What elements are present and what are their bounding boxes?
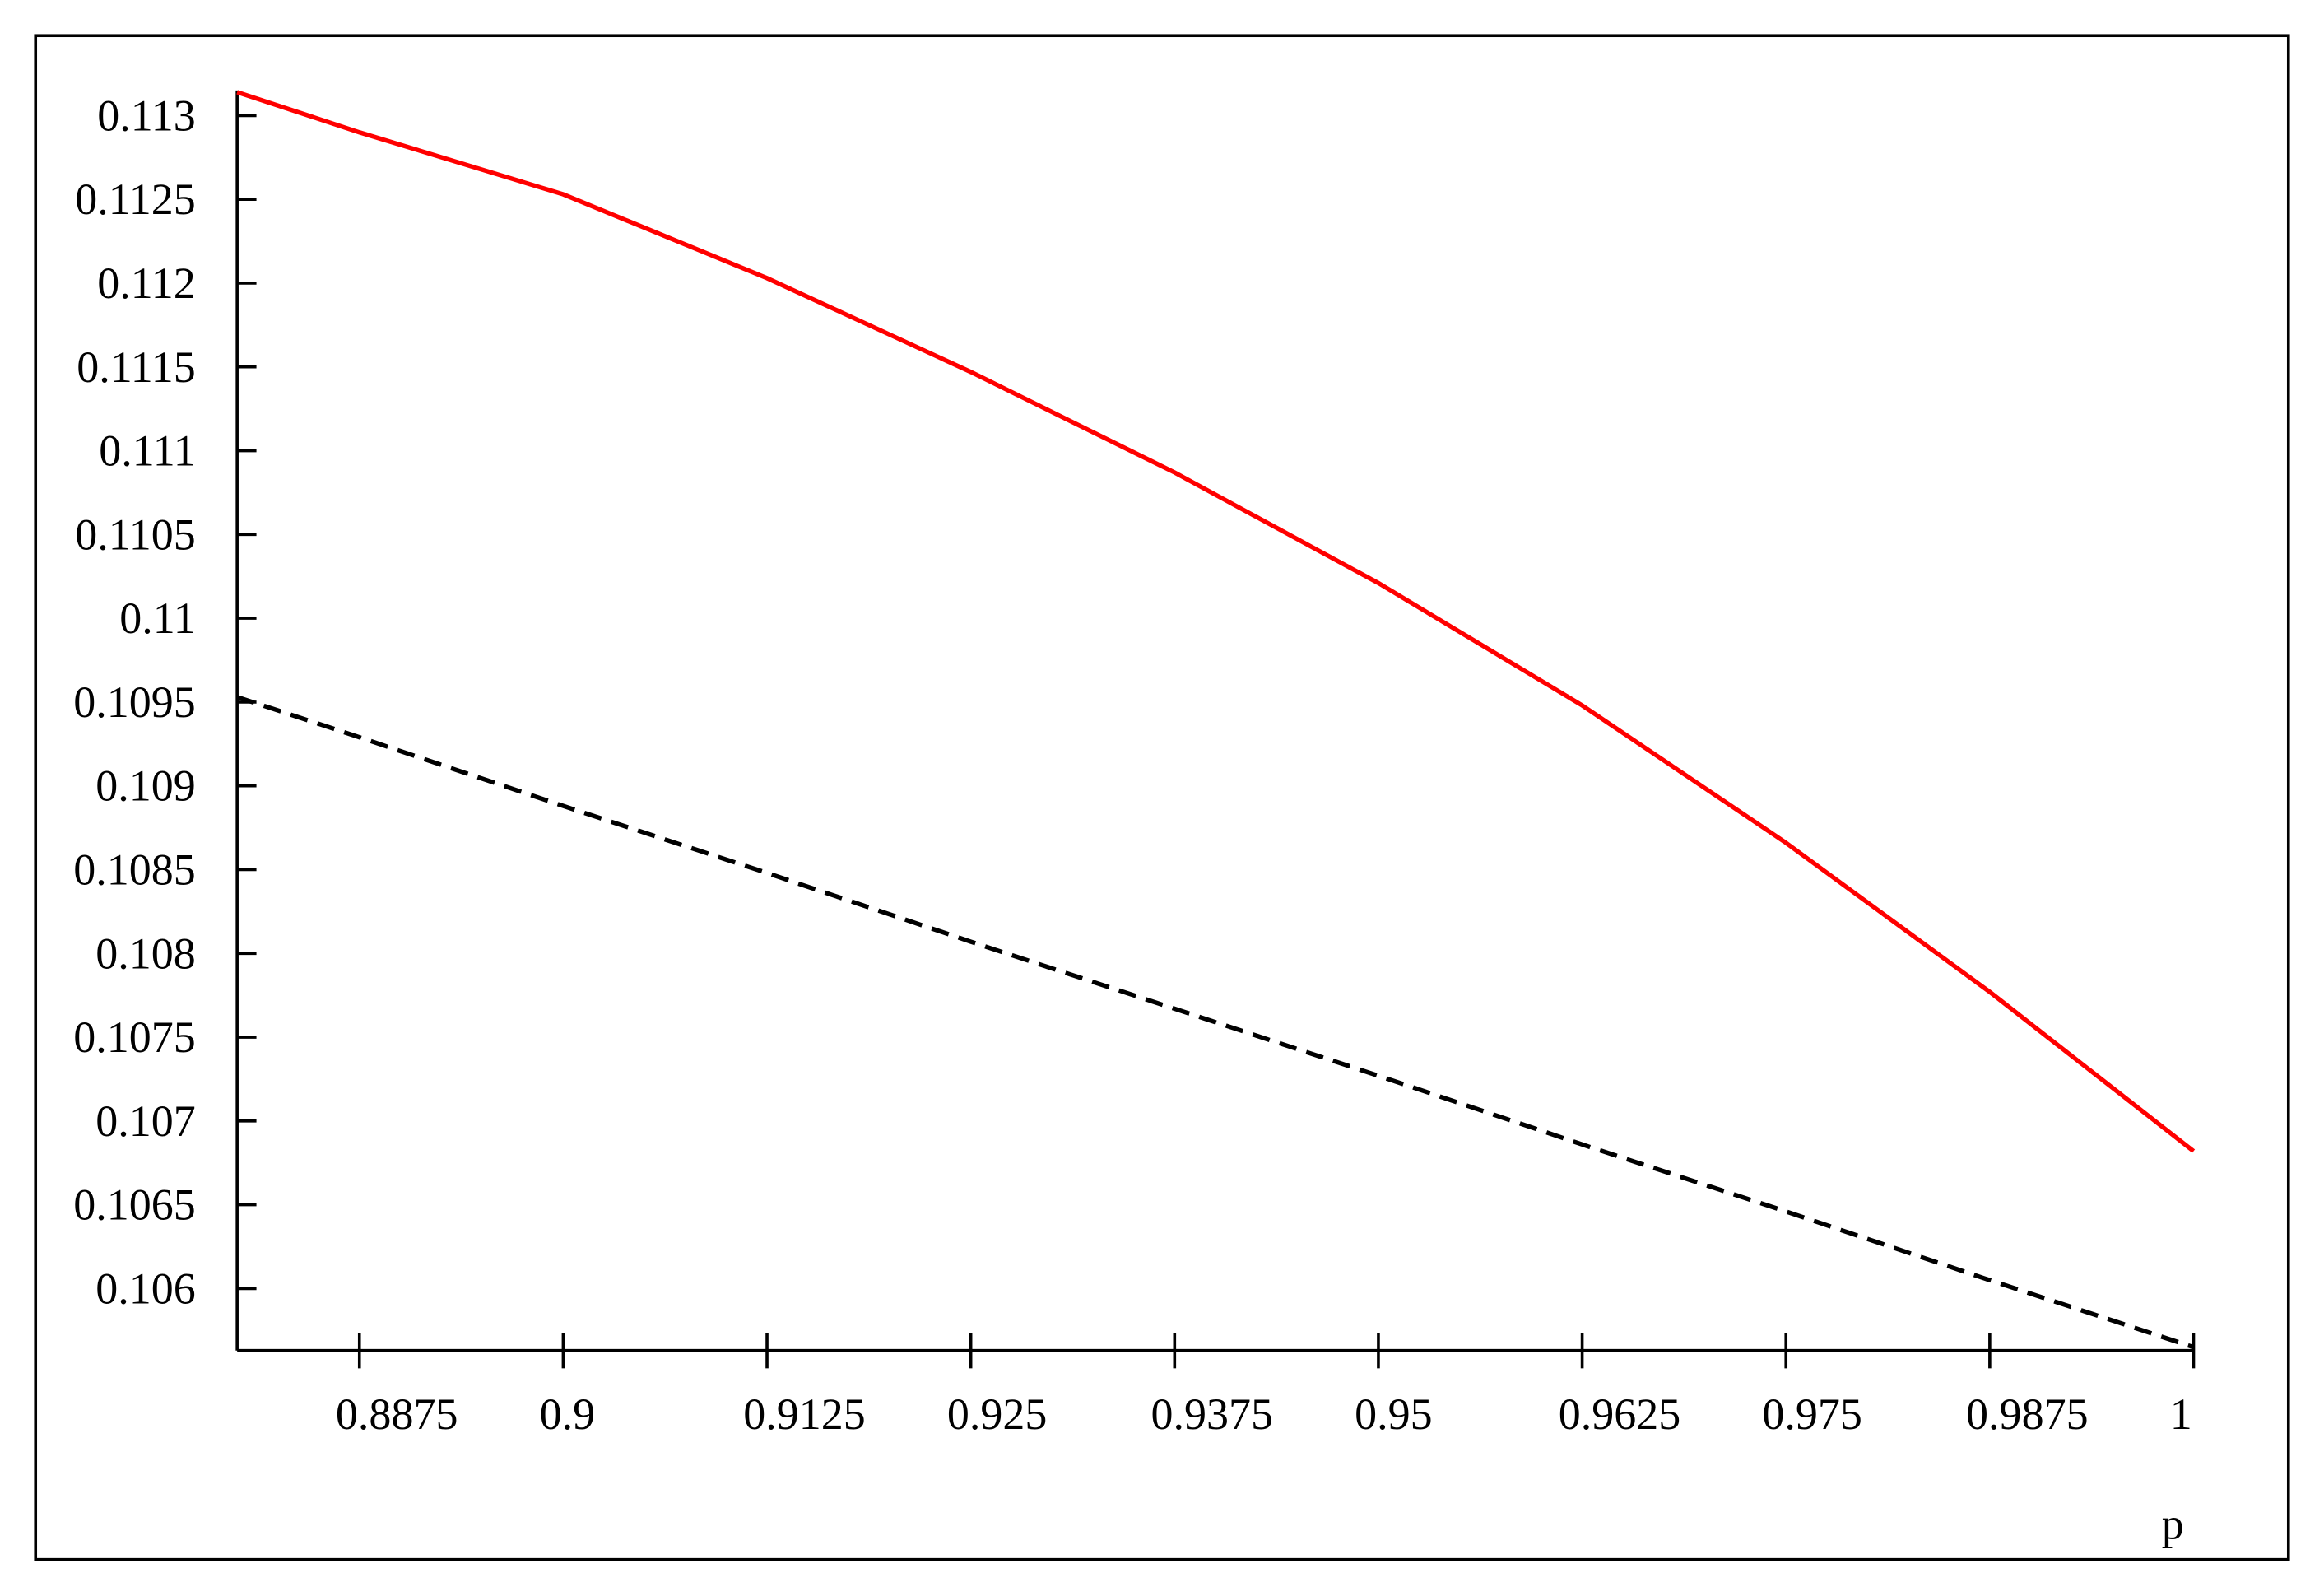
- y-tick-label: 0.112: [97, 258, 196, 308]
- y-tick-label: 0.1115: [77, 342, 196, 392]
- x-tick-label: 0.9125: [743, 1389, 866, 1439]
- y-tick-label: 0.1095: [73, 677, 196, 727]
- y-tick-label: 0.106: [95, 1264, 196, 1313]
- y-tick-label: 0.1125: [75, 175, 196, 224]
- y-tick-label: 0.111: [99, 426, 196, 476]
- y-tick-label: 0.1085: [73, 845, 196, 894]
- line-series: [236, 695, 2195, 1350]
- x-axis-label: p: [2162, 1499, 2184, 1548]
- x-tick-label: 0.9625: [1559, 1389, 1681, 1439]
- x-tick-label: 0.975: [1762, 1389, 1862, 1439]
- y-tick-label: 0.11: [119, 593, 196, 643]
- x-tick-label: 0.9: [540, 1389, 596, 1439]
- y-tick-label: 0.109: [95, 761, 196, 811]
- x-tick-label: 0.925: [947, 1389, 1048, 1439]
- x-tick-label: 0.8875: [336, 1389, 458, 1439]
- y-tick-label: 0.1075: [73, 1012, 196, 1062]
- y-tick-label: 0.108: [95, 928, 196, 978]
- x-tick-label: 1: [2170, 1389, 2192, 1439]
- frame: [34, 34, 2290, 1561]
- x-tick-label: 0.9875: [1966, 1389, 2089, 1439]
- y-tick-label: 0.113: [97, 91, 196, 140]
- y-tick-label: 0.1065: [73, 1180, 196, 1230]
- y-tick-label: 0.1105: [75, 510, 196, 559]
- y-tick-label: 0.107: [95, 1096, 196, 1146]
- x-tick-label: 0.95: [1355, 1389, 1433, 1439]
- line-series: [236, 90, 2196, 1153]
- x-tick-label: 0.9375: [1150, 1389, 1273, 1439]
